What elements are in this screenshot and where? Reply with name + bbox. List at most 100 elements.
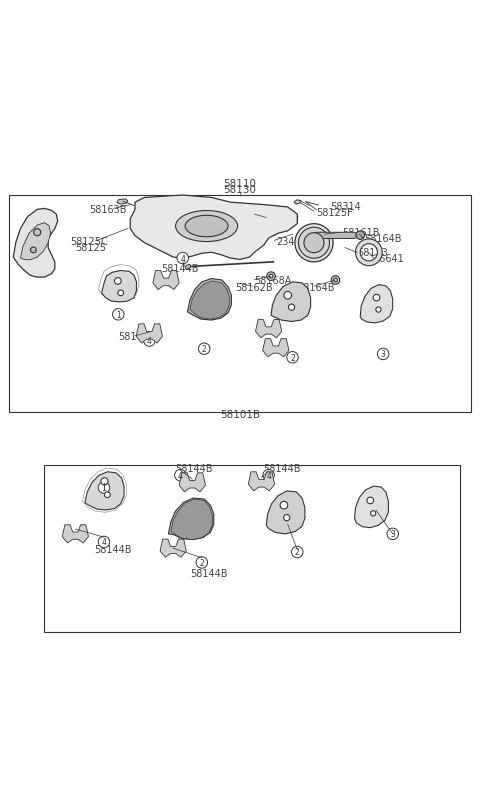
- Ellipse shape: [356, 231, 364, 240]
- Text: 4: 4: [266, 471, 271, 480]
- Ellipse shape: [284, 515, 290, 521]
- Polygon shape: [117, 200, 128, 205]
- Polygon shape: [185, 265, 191, 270]
- Circle shape: [113, 309, 124, 320]
- Text: 58314: 58314: [331, 201, 361, 211]
- Circle shape: [287, 352, 298, 363]
- Ellipse shape: [367, 497, 373, 504]
- Text: 3: 3: [381, 350, 385, 359]
- Bar: [9, 195, 471, 413]
- Text: 58144B: 58144B: [190, 569, 228, 578]
- Polygon shape: [355, 487, 388, 528]
- Ellipse shape: [101, 478, 108, 485]
- Text: 4: 4: [147, 337, 152, 345]
- Text: 26641: 26641: [373, 254, 404, 264]
- Ellipse shape: [299, 228, 329, 259]
- Polygon shape: [130, 195, 297, 260]
- Polygon shape: [271, 282, 311, 322]
- Ellipse shape: [105, 492, 110, 498]
- Ellipse shape: [304, 234, 324, 254]
- Polygon shape: [248, 472, 275, 491]
- Text: 58144B: 58144B: [95, 544, 132, 555]
- Text: 58130: 58130: [224, 185, 256, 195]
- Polygon shape: [168, 499, 214, 540]
- Polygon shape: [179, 473, 205, 492]
- Polygon shape: [62, 526, 88, 543]
- Ellipse shape: [373, 295, 380, 302]
- Text: 1: 1: [102, 483, 107, 492]
- Circle shape: [291, 547, 303, 558]
- Text: 58164B: 58164B: [297, 282, 335, 292]
- Polygon shape: [314, 233, 359, 239]
- Text: 58163B: 58163B: [90, 205, 127, 215]
- Text: 58144B: 58144B: [176, 464, 213, 474]
- Polygon shape: [85, 472, 124, 510]
- Ellipse shape: [280, 502, 288, 509]
- Text: 58162B: 58162B: [235, 282, 273, 292]
- Polygon shape: [160, 539, 186, 557]
- Text: 2: 2: [295, 547, 300, 557]
- Ellipse shape: [31, 247, 36, 254]
- Text: 58125: 58125: [75, 242, 107, 252]
- Text: 58168A: 58168A: [254, 276, 292, 285]
- Circle shape: [377, 349, 389, 360]
- Ellipse shape: [295, 225, 333, 263]
- Circle shape: [144, 336, 155, 347]
- Ellipse shape: [118, 290, 123, 296]
- Ellipse shape: [267, 272, 276, 281]
- Text: 58144B: 58144B: [161, 264, 199, 273]
- Text: 4: 4: [178, 471, 183, 480]
- Circle shape: [98, 537, 110, 548]
- Text: 58164B: 58164B: [364, 234, 402, 244]
- Circle shape: [98, 483, 110, 494]
- Polygon shape: [102, 271, 136, 303]
- Circle shape: [196, 557, 207, 569]
- Ellipse shape: [34, 230, 41, 237]
- Circle shape: [175, 470, 186, 481]
- Ellipse shape: [376, 307, 381, 313]
- Text: 58144B: 58144B: [118, 332, 156, 341]
- Ellipse shape: [185, 216, 228, 238]
- Text: 1: 1: [116, 311, 120, 320]
- Circle shape: [263, 470, 275, 481]
- Text: 58125F: 58125F: [316, 208, 353, 217]
- Polygon shape: [153, 271, 179, 290]
- Bar: [44, 465, 459, 632]
- Polygon shape: [266, 491, 305, 534]
- Ellipse shape: [288, 305, 295, 311]
- Polygon shape: [255, 320, 282, 338]
- Circle shape: [199, 344, 210, 355]
- Text: 58113: 58113: [357, 248, 388, 258]
- Ellipse shape: [284, 292, 291, 300]
- Polygon shape: [294, 200, 301, 205]
- Ellipse shape: [176, 212, 238, 242]
- Text: 2: 2: [290, 354, 295, 363]
- Text: 3: 3: [390, 530, 395, 539]
- Text: 58179: 58179: [269, 213, 300, 223]
- Polygon shape: [13, 209, 58, 277]
- Ellipse shape: [331, 277, 340, 285]
- Text: 4: 4: [102, 538, 107, 547]
- Polygon shape: [263, 339, 289, 358]
- Text: 2: 2: [202, 345, 206, 354]
- Ellipse shape: [115, 278, 121, 285]
- Text: 2: 2: [200, 558, 204, 567]
- Text: 58101B: 58101B: [220, 409, 260, 419]
- Circle shape: [177, 253, 189, 264]
- Text: 58125C: 58125C: [71, 237, 108, 247]
- Polygon shape: [21, 223, 50, 260]
- Text: 4: 4: [180, 254, 185, 264]
- Text: 23411: 23411: [276, 237, 307, 247]
- Ellipse shape: [334, 279, 337, 282]
- Polygon shape: [171, 500, 212, 540]
- Polygon shape: [136, 324, 162, 344]
- Circle shape: [387, 529, 398, 540]
- Polygon shape: [360, 285, 393, 324]
- Polygon shape: [188, 279, 231, 320]
- Text: 58144B: 58144B: [263, 464, 300, 474]
- Ellipse shape: [269, 275, 273, 279]
- Text: 58110: 58110: [224, 179, 256, 189]
- Ellipse shape: [371, 511, 376, 517]
- Text: 58161B: 58161B: [343, 228, 380, 238]
- Polygon shape: [190, 281, 229, 320]
